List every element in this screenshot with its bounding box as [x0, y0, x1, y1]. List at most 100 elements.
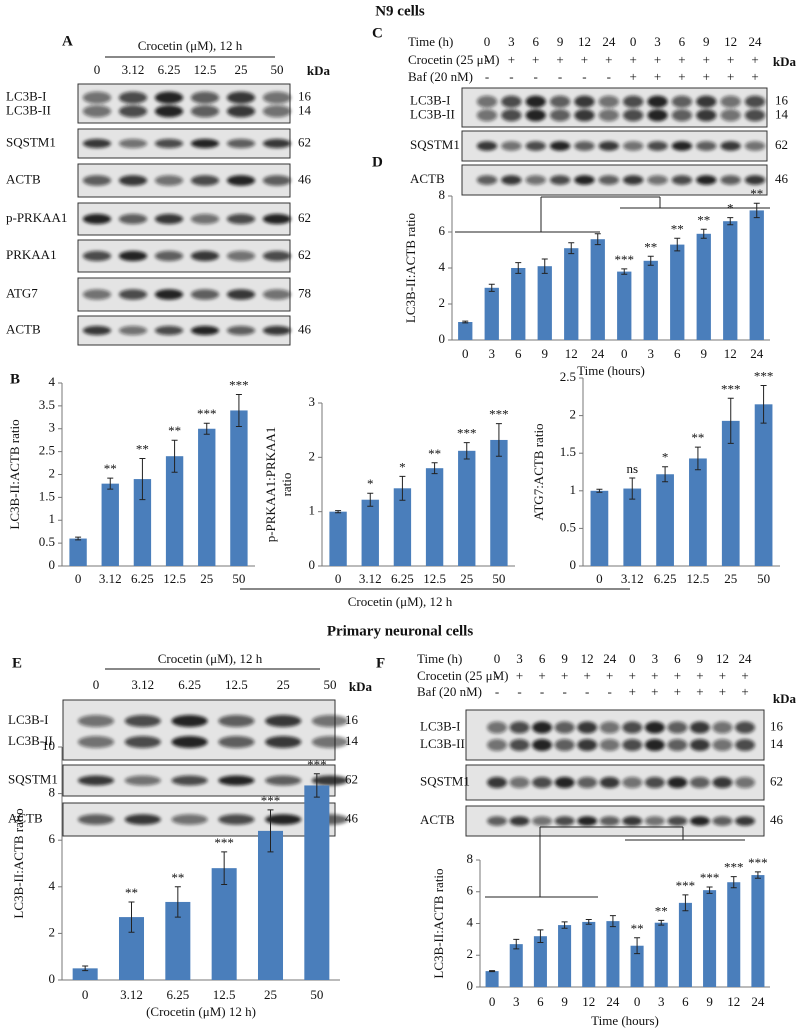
- treatment-value: 24: [602, 34, 616, 49]
- treatment-label: Crocetin (25 μM): [417, 668, 508, 683]
- band: [735, 739, 755, 751]
- treatment-value: 12: [716, 651, 729, 666]
- error-bar: [674, 237, 681, 252]
- band: [487, 721, 507, 734]
- significance-label: ***: [721, 381, 741, 396]
- band: [118, 289, 148, 300]
- error-bar: [585, 919, 592, 925]
- protein-label: LC3B-I: [420, 718, 460, 733]
- y-tick-label: 0: [49, 971, 56, 986]
- protein-label: SQSTM1: [420, 773, 470, 788]
- x-axis-label: (Crocetin (μM) 12 h): [146, 1004, 256, 1019]
- kda-unit: kDa: [349, 679, 373, 694]
- lane-label: 12.5: [225, 677, 248, 692]
- significance-label: ***: [676, 878, 696, 893]
- band: [226, 250, 256, 262]
- band: [77, 736, 115, 748]
- significance-label: **: [631, 921, 644, 936]
- significance-label: **: [671, 221, 684, 236]
- y-tick-label: 1: [570, 482, 577, 497]
- error-bar: [267, 809, 274, 853]
- band: [226, 213, 256, 225]
- x-tick-label: 12: [724, 346, 737, 361]
- y-tick-label: 0: [49, 557, 56, 572]
- lane-label: 25: [235, 62, 248, 77]
- x-tick-label: 9: [706, 994, 713, 1009]
- band: [154, 289, 184, 300]
- y-tick-label: 0: [309, 557, 316, 572]
- band: [671, 95, 693, 108]
- bar: [656, 474, 674, 566]
- kda-value: 16: [345, 712, 359, 727]
- kda-value: 14: [345, 733, 359, 748]
- band: [476, 109, 498, 122]
- error-bar: [488, 283, 495, 292]
- y-axis-label: LC3B-II:ACTB ratio: [431, 868, 446, 978]
- blot-bands: [82, 325, 292, 336]
- band: [623, 141, 644, 151]
- y-tick-label: 3.5: [39, 397, 55, 412]
- treatment-value: -: [558, 69, 562, 84]
- blot-bands: [77, 715, 349, 748]
- x-tick-label: 50: [310, 987, 323, 1002]
- bar: [361, 499, 379, 566]
- error-bar: [82, 965, 89, 972]
- error-bar: [463, 442, 470, 460]
- treatment-value: +: [719, 684, 726, 699]
- band: [171, 814, 208, 825]
- band: [82, 175, 112, 186]
- kda-value: 14: [770, 736, 784, 751]
- bar: [257, 830, 284, 980]
- error-bar: [596, 488, 603, 493]
- band: [509, 721, 530, 734]
- band: [154, 250, 184, 262]
- band: [549, 175, 571, 185]
- treatment-value: 9: [561, 651, 568, 666]
- panel-letter: E: [12, 655, 22, 671]
- protein-label: ACTB: [6, 171, 41, 186]
- kda-value: 46: [345, 810, 359, 825]
- band: [509, 816, 530, 826]
- band: [118, 325, 148, 336]
- error-bar: [541, 258, 548, 274]
- bar: [630, 945, 644, 987]
- band: [190, 91, 220, 104]
- error-bar: [537, 929, 544, 944]
- band: [744, 175, 766, 185]
- significance-label: *: [367, 476, 374, 491]
- band: [644, 776, 665, 789]
- y-tick-label: 6: [49, 831, 56, 846]
- band: [696, 141, 717, 151]
- lane-label: 0: [93, 677, 100, 692]
- band: [190, 325, 220, 336]
- treatment-value: +: [654, 52, 661, 67]
- panel-letter: A: [62, 33, 73, 49]
- error-bar: [700, 228, 707, 239]
- treatment-value: 3: [652, 651, 659, 666]
- kda-value: 62: [298, 134, 311, 149]
- bar: [458, 322, 473, 340]
- treatment-value: +: [678, 69, 685, 84]
- significance-label: **: [655, 903, 668, 918]
- blot-header: Crocetin (μM), 12 h: [138, 38, 243, 53]
- band: [476, 141, 498, 151]
- band: [226, 105, 256, 118]
- band: [501, 95, 522, 108]
- band: [712, 721, 733, 734]
- band: [487, 776, 507, 789]
- band: [577, 739, 598, 751]
- treatment-value: +: [538, 668, 545, 683]
- band: [190, 175, 220, 186]
- x-tick-label: 0: [489, 994, 496, 1009]
- protein-label: SQSTM1: [8, 771, 58, 786]
- band: [124, 775, 161, 786]
- bar: [490, 439, 508, 566]
- significance-label: ns: [626, 461, 638, 476]
- band: [671, 109, 693, 122]
- significance-label: **: [750, 186, 763, 201]
- band: [598, 175, 619, 185]
- bar: [590, 490, 609, 566]
- error-bar: [75, 536, 82, 541]
- y-tick-label: 8: [49, 785, 56, 800]
- lane-label: 3.12: [122, 62, 145, 77]
